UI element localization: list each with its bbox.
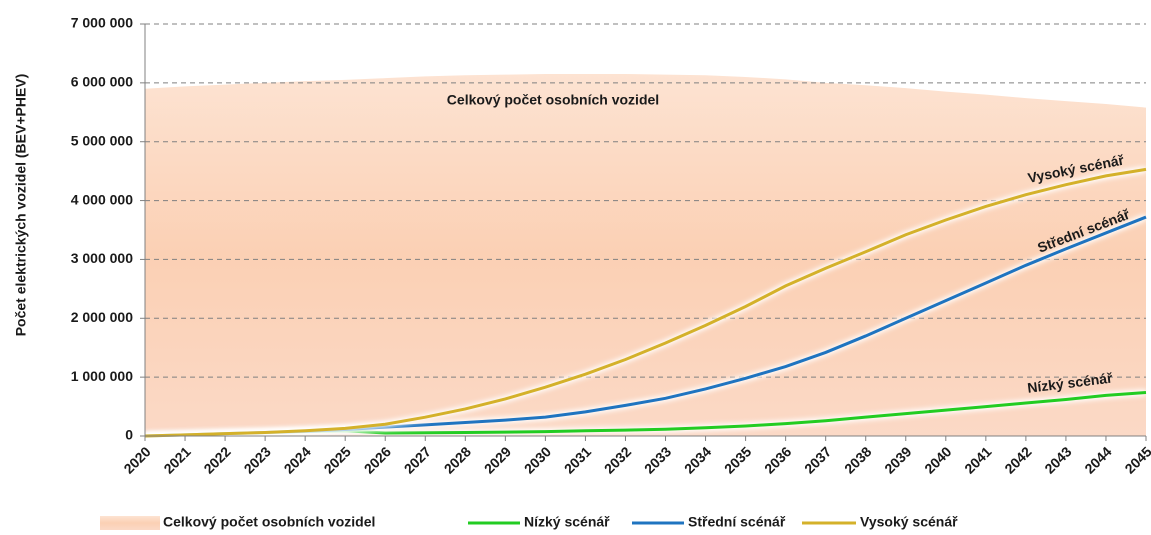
x-tick-label: 2042	[1001, 443, 1034, 476]
x-tick-label: 2024	[281, 443, 314, 476]
x-tick-label: 2030	[521, 443, 554, 476]
y-tick-label: 2 000 000	[71, 309, 133, 325]
x-tick-label: 2038	[841, 443, 874, 476]
x-tick-label: 2028	[441, 443, 474, 476]
legend-label: Celkový počet osobních vozidel	[163, 514, 375, 530]
y-tick-label: 4 000 000	[71, 191, 133, 207]
x-tick-label: 2039	[881, 443, 914, 476]
y-tick-label: 6 000 000	[71, 74, 133, 90]
y-axis-label: Počet elektrických vozidel (BEV+PHEV)	[13, 74, 29, 337]
x-tick-label: 2027	[401, 443, 434, 476]
data-line	[144, 167, 1147, 438]
annotation: Celkový počet osobních vozidel	[447, 92, 659, 108]
y-tick-label: 1 000 000	[71, 368, 133, 384]
x-tick-label: 2021	[160, 443, 193, 476]
x-tick-label: 2043	[1041, 443, 1074, 476]
legend-swatch	[100, 516, 160, 530]
y-tick-label: 3 000 000	[71, 250, 133, 266]
x-tick-label: 2029	[481, 443, 514, 476]
x-tick-label: 2037	[801, 443, 834, 476]
y-tick-label: 5 000 000	[71, 132, 133, 148]
x-tick-label: 2033	[641, 443, 674, 476]
y-tick-label: 7 000 000	[71, 15, 133, 31]
x-tick-label: 2020	[120, 443, 153, 476]
x-tick-label: 2035	[721, 443, 754, 476]
x-tick-label: 2044	[1081, 443, 1114, 476]
x-tick-label: 2041	[961, 443, 994, 476]
legend-label: Střední scénář	[688, 514, 786, 530]
x-tick-label: 2045	[1121, 443, 1151, 476]
x-tick-label: 2040	[921, 443, 954, 476]
x-tick-label: 2022	[200, 443, 233, 476]
x-tick-label: 2023	[241, 443, 274, 476]
x-tick-label: 2025	[321, 443, 354, 476]
x-tick-label: 2031	[561, 443, 594, 476]
legend-label: Vysoký scénář	[860, 514, 958, 530]
plot-area	[144, 23, 1147, 438]
area	[145, 74, 1146, 437]
x-tick-label: 2026	[361, 443, 394, 476]
legend-label: Nízký scénář	[524, 514, 610, 530]
x-tick-label: 2032	[601, 443, 634, 476]
x-tick-label: 2036	[761, 443, 794, 476]
x-tick-label: 2034	[681, 443, 714, 476]
y-tick-label: 0	[125, 427, 133, 443]
